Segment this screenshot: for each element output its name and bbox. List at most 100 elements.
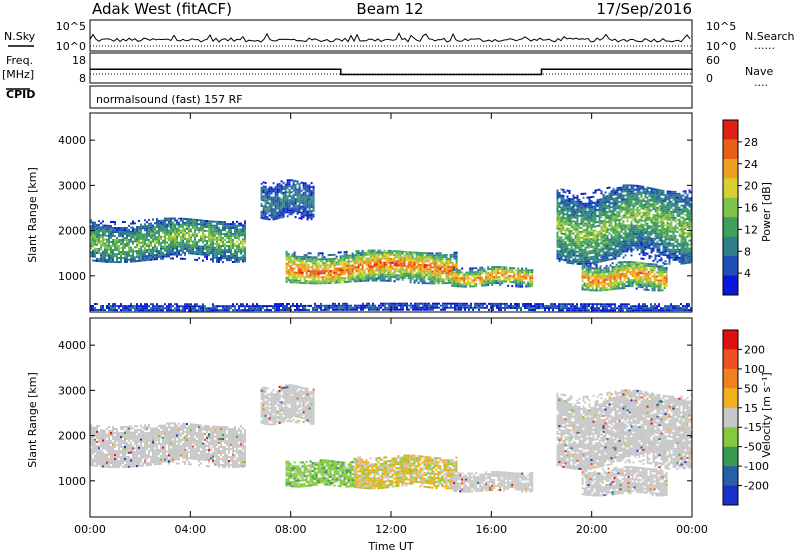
power-cell xyxy=(286,197,289,200)
power-cell xyxy=(310,218,313,221)
power-cell xyxy=(564,223,567,226)
power-cell xyxy=(616,217,619,220)
power-cell xyxy=(417,281,420,284)
power-cell xyxy=(415,251,418,254)
power-cell xyxy=(604,229,607,232)
power-cell xyxy=(329,282,332,284)
power-cell xyxy=(610,194,613,197)
power-cell xyxy=(580,210,583,213)
power-cell xyxy=(640,191,643,194)
power-cell xyxy=(588,258,591,261)
power-cell xyxy=(176,245,178,248)
power-cell xyxy=(154,240,156,243)
power-cell xyxy=(475,285,478,288)
power-cell xyxy=(262,197,265,200)
power-cell xyxy=(377,249,380,252)
power-cell xyxy=(226,241,228,244)
power-cell xyxy=(284,211,287,214)
power-cell xyxy=(130,260,132,263)
power-cell xyxy=(600,248,603,251)
power-cell xyxy=(240,222,242,225)
power-cell xyxy=(413,269,416,272)
power-cell xyxy=(527,285,530,288)
power-cell xyxy=(270,198,273,201)
power-cell xyxy=(176,241,178,244)
power-cell xyxy=(262,195,265,198)
power-cell xyxy=(672,198,675,201)
power-cell xyxy=(435,276,438,279)
power-cell xyxy=(212,236,214,239)
power-cell xyxy=(325,268,328,271)
power-cell xyxy=(608,246,611,249)
power-cell xyxy=(293,251,296,254)
power-cell xyxy=(106,248,108,251)
power-cell xyxy=(202,247,204,250)
power-cell xyxy=(160,223,162,226)
power-cell xyxy=(421,278,424,281)
power-cell xyxy=(126,258,128,261)
power-cell xyxy=(276,215,279,218)
power-cell xyxy=(389,269,392,272)
power-cell xyxy=(415,265,418,268)
power-cell xyxy=(116,237,118,240)
power-cell xyxy=(560,224,563,227)
power-cell xyxy=(270,210,273,213)
power-cell xyxy=(592,229,595,232)
power-cell xyxy=(582,224,585,227)
power-cell xyxy=(433,272,436,275)
power-cell xyxy=(387,267,390,270)
power-cell xyxy=(614,249,617,252)
power-cell xyxy=(562,252,565,255)
power-cell xyxy=(230,229,232,232)
power-cell xyxy=(666,234,669,237)
power-cell xyxy=(285,268,288,271)
power-cell xyxy=(226,249,228,252)
power-cell xyxy=(361,271,364,274)
power-cell xyxy=(630,202,633,205)
power-cell xyxy=(266,192,269,195)
power-cell xyxy=(570,256,573,259)
power-cell xyxy=(144,245,146,248)
power-cell xyxy=(260,204,263,207)
power-cell xyxy=(395,266,398,269)
power-cell xyxy=(427,258,430,261)
power-cell xyxy=(292,205,295,208)
power-cell xyxy=(359,254,362,256)
power-cell xyxy=(497,276,500,278)
power-cell xyxy=(391,252,394,254)
power-cell xyxy=(321,272,324,275)
power-cell xyxy=(228,257,230,260)
power-cell xyxy=(214,248,216,251)
power-cell xyxy=(594,203,597,206)
power-cell xyxy=(636,200,639,203)
power-cell xyxy=(307,274,310,277)
power-cell xyxy=(383,257,386,260)
power-cell xyxy=(343,267,346,270)
power-cell xyxy=(204,239,206,242)
power-cell xyxy=(192,250,194,253)
power-cell xyxy=(188,218,190,221)
power-cell xyxy=(110,245,112,247)
power-cell xyxy=(600,254,603,257)
power-cell xyxy=(357,260,360,263)
power-cell xyxy=(144,233,146,236)
power-cell xyxy=(285,276,288,279)
power-cell xyxy=(626,202,629,205)
power-cell xyxy=(411,269,414,272)
power-cell xyxy=(98,234,100,237)
power-cell xyxy=(654,198,657,201)
power-cell xyxy=(598,242,601,245)
power-cell xyxy=(570,226,573,229)
power-cell xyxy=(184,243,186,246)
power-cell xyxy=(638,221,641,224)
power-cell xyxy=(670,228,673,231)
power-cell xyxy=(264,211,267,214)
power-cell xyxy=(423,270,426,273)
power-cell xyxy=(188,220,190,223)
power-cell xyxy=(180,247,182,250)
power-cell xyxy=(660,215,663,218)
power-cell xyxy=(196,223,198,225)
power-cell xyxy=(622,228,625,231)
power-cell xyxy=(287,263,290,266)
power-cell xyxy=(278,186,281,189)
